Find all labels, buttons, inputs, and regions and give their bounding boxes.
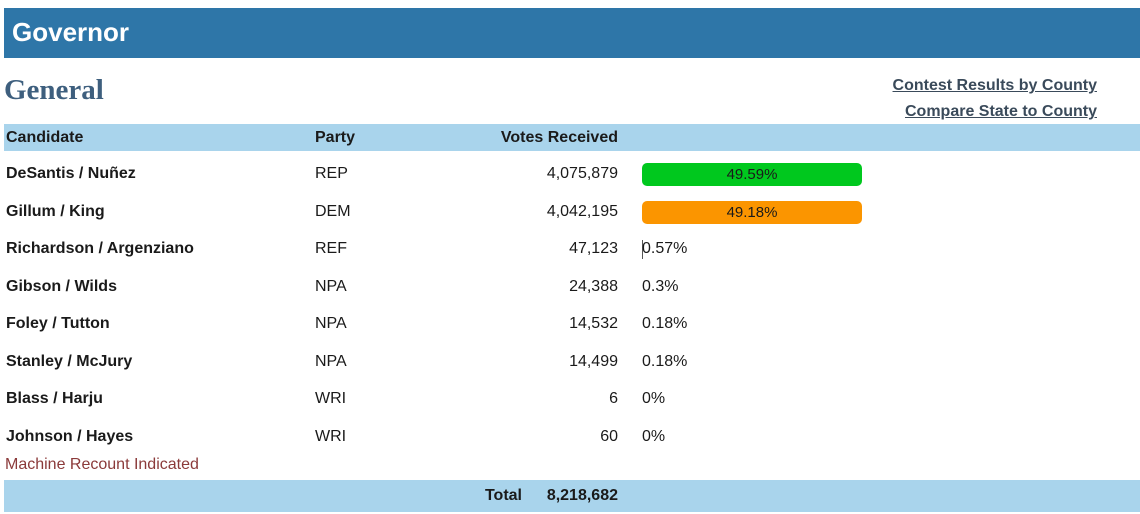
candidate-name: Gibson / Wilds (6, 277, 117, 295)
candidate-party: NPA (315, 352, 347, 370)
candidate-name: Gillum / King (6, 202, 105, 220)
candidate-party: WRI (315, 390, 347, 407)
compare-state-to-county-link[interactable]: Compare State to County (904, 103, 1097, 120)
vote-share-percent: 0.18% (642, 352, 688, 370)
candidate-name: Stanley / McJury (6, 352, 133, 370)
vote-share-bar (642, 240, 643, 259)
vote-share-percent: 0.57% (642, 240, 688, 257)
candidate-party: NPA (315, 315, 347, 332)
table-row: Stanley / McJury NPA 14,499 0.18% (4, 344, 1140, 380)
recount-note: Machine Recount Indicated (5, 456, 199, 473)
table-row: DeSantis / Nuñez REP 4,075,879 49.59% (4, 156, 1140, 192)
vote-share-bar: 49.18% (642, 200, 862, 224)
candidate-votes: 14,532 (569, 315, 618, 332)
candidate-name: Blass / Harju (6, 390, 103, 407)
table-row: Gibson / Wilds NPA 24,388 0.3% (4, 269, 1140, 305)
table-row: Foley / Tutton NPA 14,532 0.18% (4, 306, 1140, 342)
candidate-party: DEM (315, 202, 351, 220)
candidate-name: Johnson / Hayes (6, 427, 134, 445)
contest-links: Contest Results by County Compare State … (893, 73, 1097, 125)
candidate-votes: 6 (609, 390, 618, 407)
vote-share-percent: 0.18% (642, 315, 688, 332)
contest-header: Governor (4, 8, 1140, 58)
candidate-name: DeSantis / Nuñez (6, 165, 136, 182)
candidate-votes: 60 (600, 427, 618, 445)
candidate-votes: 14,499 (569, 352, 618, 370)
total-votes: 8,218,682 (546, 487, 618, 504)
candidate-votes: 24,388 (569, 277, 618, 295)
vote-share-percent: 0% (642, 427, 666, 445)
table-row: Blass / Harju WRI 6 0% (4, 381, 1140, 417)
candidate-name: Richardson / Argenziano (6, 240, 194, 257)
candidate-votes: 4,075,879 (546, 165, 618, 182)
vote-share-bar: 49.59% (642, 163, 862, 186)
candidate-party: REF (315, 240, 347, 257)
election-type-title: General (4, 74, 104, 106)
results-table-footer: Total 8,218,682 (4, 480, 1140, 512)
table-row: Johnson / Hayes WRI 60 0% (4, 419, 1140, 455)
candidate-votes: 47,123 (569, 240, 618, 257)
candidate-party: NPA (315, 277, 347, 295)
results-table-header: Candidate Party Votes Received (4, 124, 1140, 151)
contest-results-by-county-link[interactable]: Contest Results by County (892, 77, 1097, 94)
candidate-votes: 4,042,195 (546, 202, 618, 220)
candidate-party: REP (315, 165, 348, 182)
vote-share-percent: 0% (642, 390, 666, 407)
contest-title: Governor (12, 17, 130, 47)
candidate-name: Foley / Tutton (6, 315, 110, 332)
party-column-header: Party (315, 129, 356, 146)
total-label: Total (484, 487, 522, 504)
table-row: Gillum / King DEM 4,042,195 49.18% (4, 194, 1140, 230)
candidate-column-header: Candidate (6, 129, 84, 146)
vote-share-percent: 0.3% (642, 277, 679, 295)
table-row: Richardson / Argenziano REF 47,123 0.57% (4, 231, 1140, 267)
candidate-party: WRI (315, 427, 347, 445)
votes-column-header: Votes Received (500, 129, 618, 146)
